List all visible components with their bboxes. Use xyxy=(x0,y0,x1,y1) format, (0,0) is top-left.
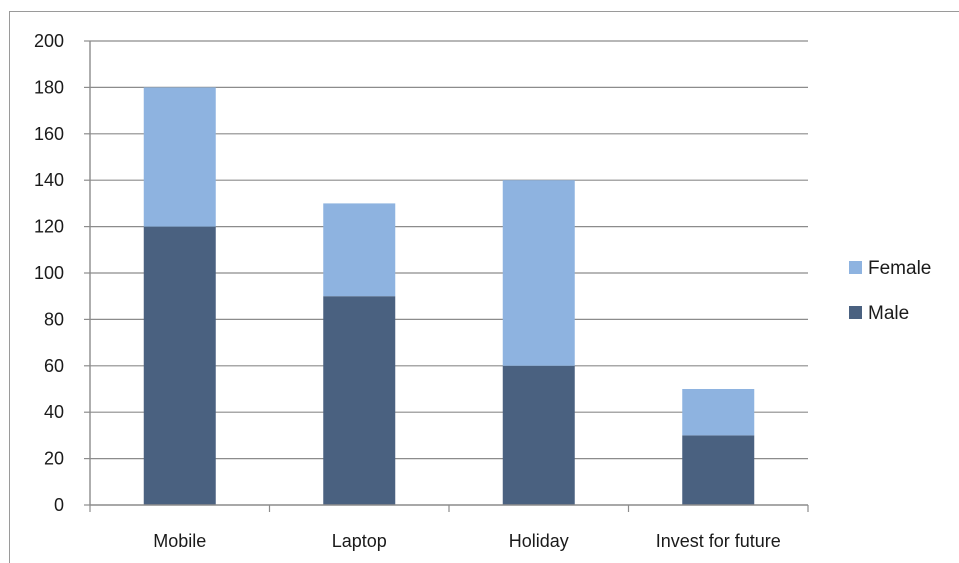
legend-label-female: Female xyxy=(868,258,931,279)
x-tick-labels: Mobile Laptop Holiday Invest for future xyxy=(153,531,781,551)
x-tick-label: Mobile xyxy=(153,531,206,551)
bar-female-mobile xyxy=(143,87,216,227)
x-tick-label: Laptop xyxy=(332,531,387,551)
bar-male-holiday xyxy=(502,365,575,505)
y-tick-label: 0 xyxy=(54,495,64,515)
y-tick-label: 20 xyxy=(44,449,64,469)
y-tick-label: 40 xyxy=(44,402,64,422)
bars xyxy=(143,87,755,505)
y-tick-label: 180 xyxy=(34,77,64,97)
bar-female-invest-for-future xyxy=(682,389,755,436)
legend-swatch-female xyxy=(849,261,862,274)
legend-label-male: Male xyxy=(868,303,909,324)
bar-female-laptop xyxy=(323,203,396,297)
y-tick-label: 60 xyxy=(44,356,64,376)
bar-male-invest-for-future xyxy=(682,435,755,505)
y-tick-labels: 0 20 40 60 80 100 120 140 160 180 200 xyxy=(34,31,64,515)
bar-female-holiday xyxy=(502,180,575,366)
x-tick-label: Invest for future xyxy=(656,531,781,551)
y-tick-label: 120 xyxy=(34,217,64,237)
y-tick-label: 80 xyxy=(44,309,64,329)
y-tick-label: 200 xyxy=(34,31,64,51)
y-tick-label: 100 xyxy=(34,263,64,283)
y-tick-label: 140 xyxy=(34,170,64,190)
axes xyxy=(84,40,809,512)
legend: Female Male xyxy=(849,258,931,324)
legend-swatch-male xyxy=(849,306,862,319)
bar-male-mobile xyxy=(143,226,216,505)
x-tick-label: Holiday xyxy=(509,531,569,551)
y-tick-label: 160 xyxy=(34,124,64,144)
bar-male-laptop xyxy=(323,296,396,505)
